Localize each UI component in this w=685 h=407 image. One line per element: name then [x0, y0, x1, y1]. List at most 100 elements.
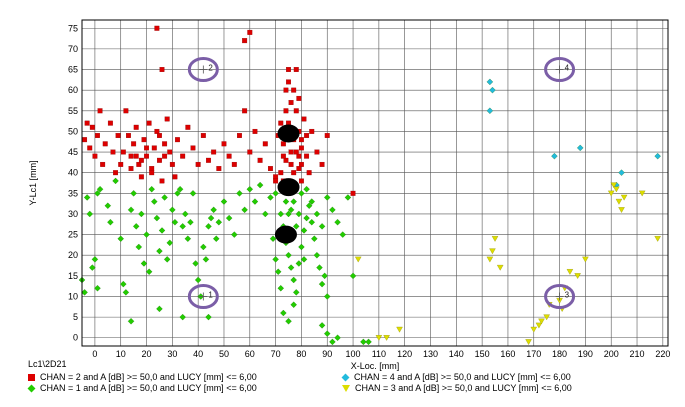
data-point-series-0	[257, 157, 263, 163]
sensor-ring-icon	[544, 57, 576, 83]
data-point-series-0	[172, 174, 178, 180]
data-point-series-1	[277, 285, 284, 292]
x-tick-label: 100	[346, 349, 361, 359]
data-point-series-1	[182, 210, 189, 218]
data-point-series-0	[242, 108, 248, 114]
data-point-series-1	[130, 190, 137, 197]
data-point-series-3	[613, 186, 620, 193]
data-point-series-0	[262, 141, 268, 147]
data-point-series-1	[140, 260, 148, 267]
data-point-series-1	[324, 293, 331, 300]
data-point-series-0	[175, 137, 180, 143]
data-point-series-0	[144, 145, 149, 151]
data-point-series-0	[123, 108, 129, 114]
x-tick-label: 120	[397, 349, 412, 359]
data-point-series-0	[291, 87, 297, 93]
plot-frame	[81, 19, 669, 347]
data-point-series-0	[301, 116, 307, 122]
data-point-series-2	[551, 152, 558, 160]
data-point-series-1	[324, 194, 331, 201]
data-point-series-0	[87, 145, 93, 151]
data-point-series-0	[110, 149, 116, 155]
data-point-series-0	[164, 116, 170, 122]
data-point-series-1	[91, 256, 99, 263]
x-tick-label: 50	[219, 349, 229, 359]
data-point-series-1	[200, 243, 207, 251]
data-point-series-1	[282, 198, 290, 205]
data-point-series-1	[344, 194, 352, 201]
data-point-series-3	[354, 256, 362, 263]
y-tick-label: 15	[68, 271, 78, 281]
data-point-series-3	[486, 256, 494, 263]
source-cluster-marker	[277, 178, 300, 197]
x-tick-label: 30	[167, 349, 177, 359]
data-point-series-0	[195, 161, 201, 167]
data-point-series-0	[185, 124, 191, 130]
data-point-series-1	[262, 210, 269, 218]
data-point-series-0	[92, 153, 98, 159]
data-point-series-0	[100, 161, 106, 167]
data-point-series-0	[298, 145, 304, 151]
data-point-series-0	[84, 120, 90, 126]
data-point-series-0	[283, 108, 289, 114]
data-point-series-0	[151, 145, 157, 151]
data-point-series-0	[200, 133, 206, 138]
data-point-series-0	[304, 153, 310, 159]
x-tick-label: 190	[578, 349, 593, 359]
y-axis-label: Y-Lc1 [mm]	[28, 160, 38, 205]
data-point-series-3	[607, 190, 615, 197]
data-point-series-1	[365, 338, 372, 346]
data-point-series-0	[162, 141, 168, 147]
data-point-series-0	[95, 133, 100, 138]
legend-entry-chan3: CHAN = 3 and A [dB] >= 50,0 and LUCY [mm…	[342, 383, 572, 393]
data-point-series-1	[205, 313, 212, 321]
data-point-series-1	[169, 206, 176, 214]
data-point-series-1	[241, 206, 248, 214]
data-point-series-0	[149, 166, 155, 172]
data-point-series-0	[128, 166, 134, 172]
data-point-series-0	[113, 170, 119, 176]
data-point-series-1	[220, 198, 228, 205]
data-point-series-0	[286, 67, 291, 72]
data-point-series-0	[309, 128, 315, 134]
data-point-series-1	[280, 309, 287, 317]
data-point-series-1	[163, 256, 171, 263]
data-point-series-3	[535, 322, 543, 329]
data-point-series-0	[242, 38, 248, 44]
data-point-series-0	[286, 79, 291, 85]
data-point-series-3	[525, 339, 532, 345]
data-point-series-1	[127, 318, 135, 325]
y-tick-label: 40	[68, 168, 78, 178]
data-point-series-0	[128, 153, 134, 159]
source-cluster-marker	[277, 124, 300, 143]
data-point-series-1	[287, 264, 295, 271]
data-point-series-0	[180, 153, 186, 159]
data-point-series-0	[273, 178, 279, 184]
x-tick-label: 140	[449, 349, 464, 359]
data-point-series-0	[115, 133, 121, 138]
y-tick-label: 70	[68, 44, 78, 54]
data-points	[78, 25, 661, 346]
data-point-series-1	[145, 268, 153, 275]
data-point-series-3	[615, 198, 623, 205]
data-point-series-2	[486, 107, 494, 114]
data-point-series-0	[298, 137, 304, 143]
data-point-series-0	[273, 174, 279, 180]
data-point-series-1	[158, 227, 166, 234]
x-tick-label: 60	[245, 349, 255, 359]
data-point-series-0	[154, 128, 160, 134]
legend: Lc1\2D21 CHAN = 2 and A [dB] >= 50,0 and…	[27, 359, 668, 405]
sensor-markers: 2 4 1 3	[187, 57, 576, 309]
data-point-series-2	[654, 152, 661, 160]
data-point-series-1	[329, 206, 336, 214]
data-point-series-1	[104, 202, 112, 209]
data-point-series-0	[156, 133, 162, 138]
data-point-series-3	[491, 236, 499, 242]
square-marker-icon	[28, 374, 35, 382]
data-point-series-1	[156, 305, 163, 313]
data-point-series-1	[295, 210, 303, 218]
data-point-series-1	[329, 338, 336, 346]
data-point-series-1	[290, 276, 297, 284]
data-point-series-1	[210, 206, 217, 214]
